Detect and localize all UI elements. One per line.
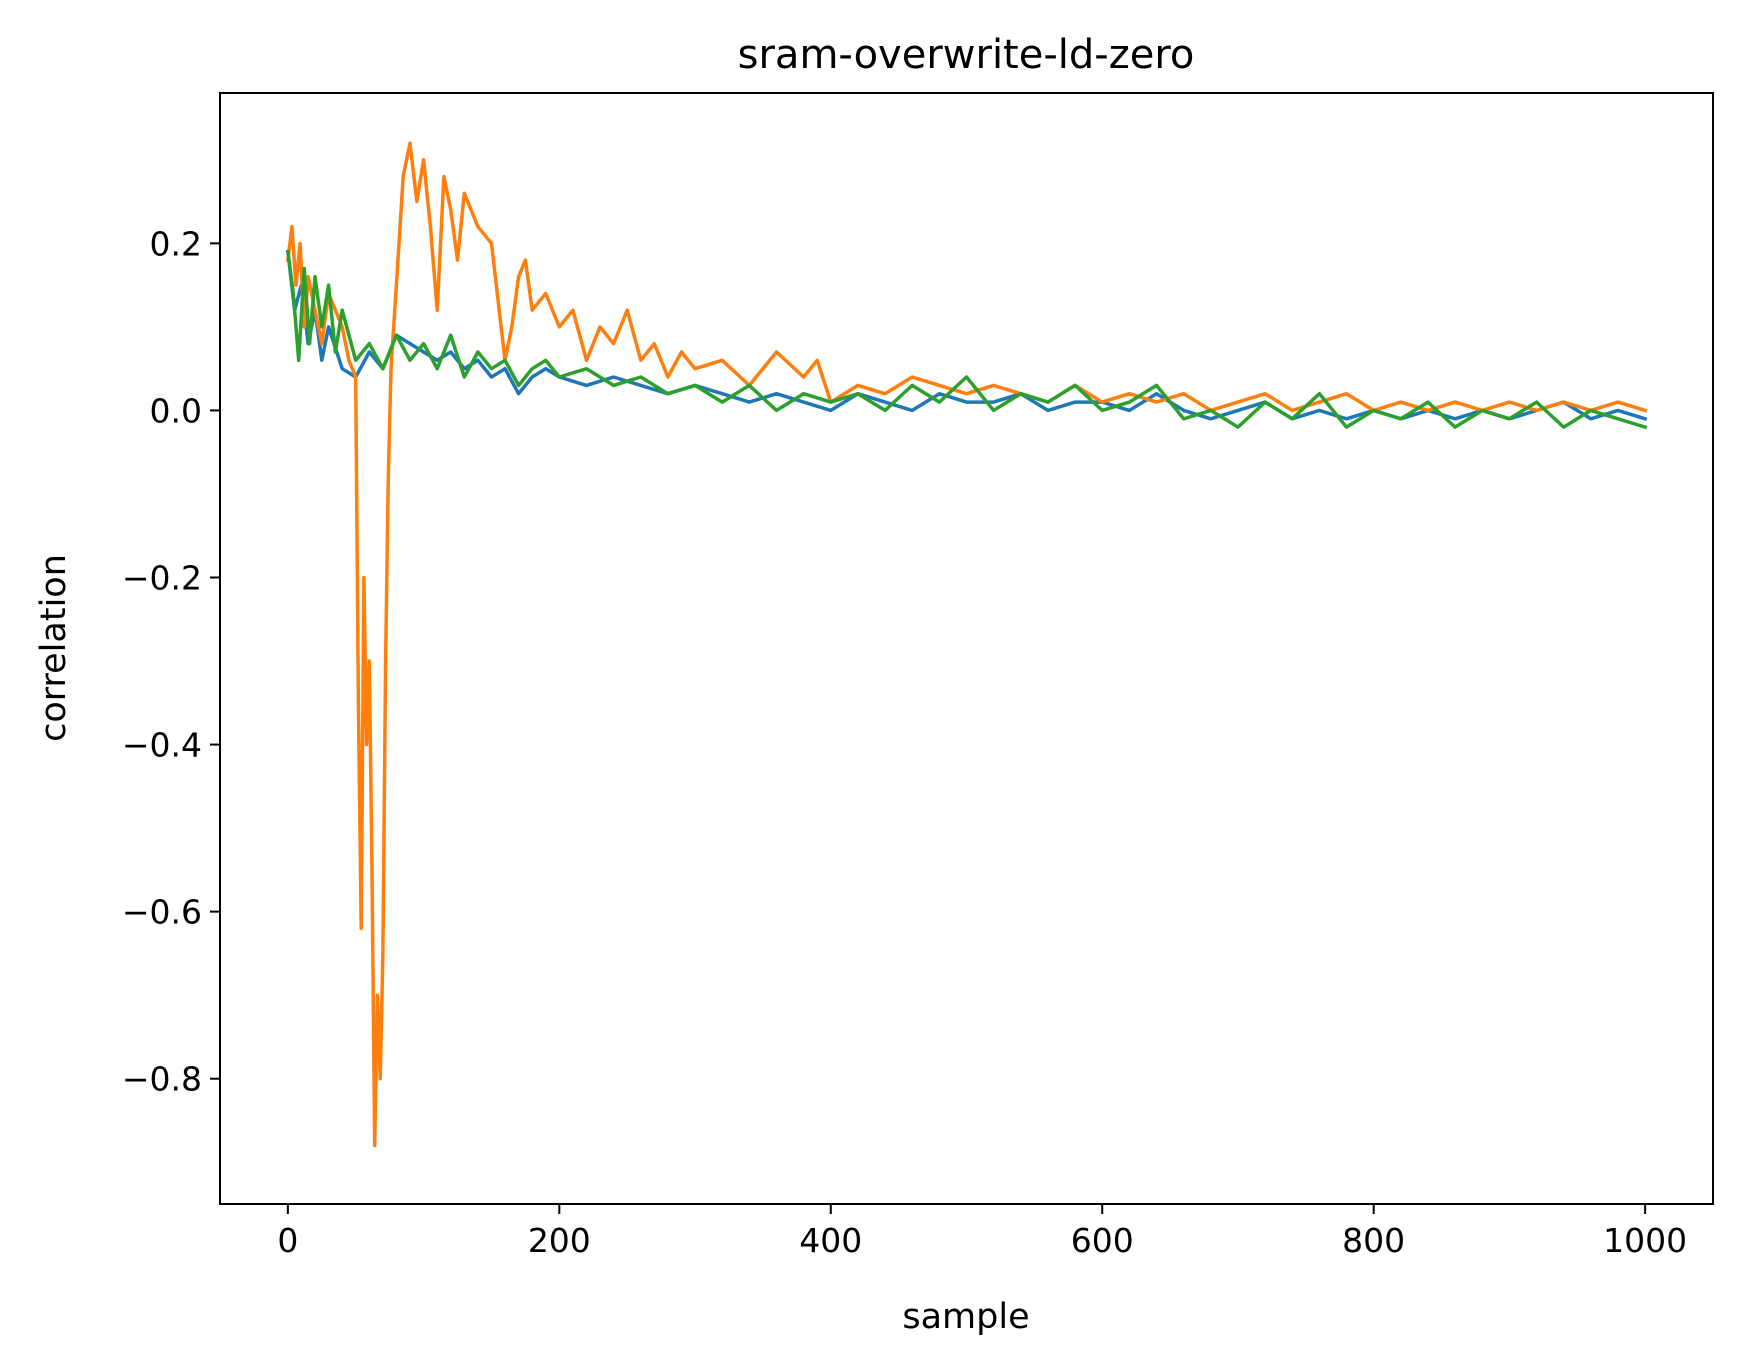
chart-title: sram-overwrite-ld-zero <box>738 32 1195 78</box>
y-tick-label: 0.0 <box>150 391 202 430</box>
series-line-2 <box>285 141 1648 1148</box>
y-axis-label: correlation <box>34 554 74 742</box>
x-tick-label: 400 <box>799 1221 862 1260</box>
y-tick-label: −0.6 <box>122 893 202 932</box>
x-tick-label: 200 <box>528 1221 591 1260</box>
series-layer <box>285 141 1648 1148</box>
x-axis-label: sample <box>902 1297 1029 1337</box>
y-tick-label: −0.4 <box>122 726 202 765</box>
y-tick-label: −0.2 <box>122 558 202 597</box>
x-axis-ticks: 0 200 400 600 800 1000 <box>277 1204 1687 1260</box>
plot-area-frame <box>219 92 1714 1205</box>
x-tick-label: 800 <box>1342 1221 1405 1260</box>
x-tick-label: 1000 <box>1603 1221 1687 1260</box>
y-tick-label: 0.2 <box>150 224 202 263</box>
y-axis-ticks: 0.2 0.0 −0.2 −0.4 −0.6 −0.8 <box>122 224 220 1099</box>
series-line-3 <box>285 249 1648 430</box>
x-tick-label: 600 <box>1071 1221 1134 1260</box>
x-tick-label: 0 <box>277 1221 298 1260</box>
plot-area-background <box>220 93 1713 1204</box>
y-tick-label: −0.8 <box>122 1060 202 1099</box>
